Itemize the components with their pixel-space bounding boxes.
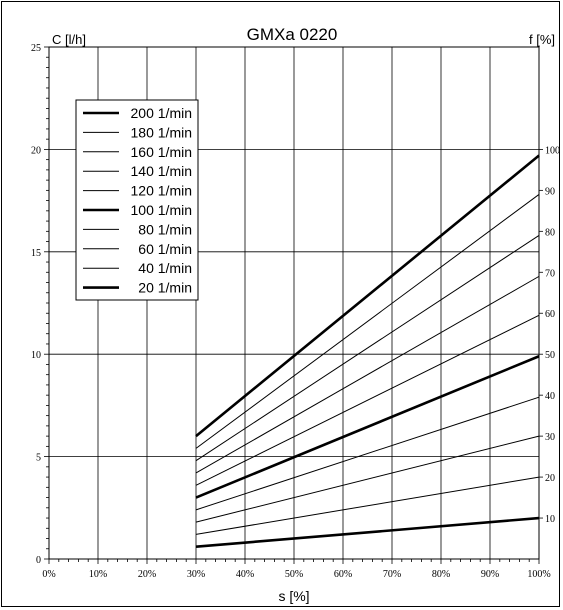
y2-axis-label: f [%] — [529, 32, 555, 47]
series-line — [195, 234, 540, 462]
legend-entry: 180 1/min — [131, 124, 192, 140]
series-lines — [195, 154, 540, 549]
y-axis-label: C [l/h] — [52, 32, 86, 47]
x-tick-label: 100% — [527, 569, 550, 580]
y-tick-label: 0 — [36, 555, 41, 566]
series-line — [195, 355, 540, 499]
series-line — [195, 396, 540, 511]
legend-entry: 160 1/min — [131, 144, 192, 160]
y-tick-label: 10 — [31, 350, 41, 361]
y2-tick-label: 30 — [545, 432, 555, 443]
y2-tick-label: 20 — [545, 473, 555, 484]
y-tick-label: 20 — [31, 145, 41, 156]
legend-entry: 40 1/min — [138, 260, 192, 276]
x-tick-label: 80% — [432, 569, 450, 580]
ticks: 0% 10% 20% 30% 40% 50% 60% 70% 80% 90% 100% 0 5 10 15 2… — [31, 43, 560, 580]
y2-tick-label: 50 — [545, 350, 555, 361]
y2-tick-label: 80 — [545, 227, 555, 238]
series-line — [195, 194, 540, 449]
x-tick-label: 20% — [138, 569, 156, 580]
y2-tick-label: 10 — [545, 514, 555, 525]
legend-entry: 80 1/min — [138, 221, 192, 237]
x-tick-label: 10% — [89, 569, 107, 580]
series-line — [195, 275, 540, 474]
y2-tick-label: 100 — [545, 145, 560, 156]
chart-title: GMXa 0220 — [247, 25, 338, 44]
series-line — [195, 435, 540, 523]
series-line — [195, 314, 540, 486]
x-tick-label: 30% — [187, 569, 205, 580]
legend-box — [75, 99, 199, 301]
x-axis-label: s [%] — [278, 588, 309, 604]
series-line — [195, 516, 540, 549]
y2-tick-label: 60 — [545, 309, 555, 320]
x-tick-label: 90% — [481, 569, 499, 580]
x-tick-label: 60% — [334, 569, 352, 580]
y-tick-label: 25 — [31, 43, 41, 54]
y2-tick-label: 90 — [545, 186, 555, 197]
legend-entry: 20 1/min — [138, 280, 192, 296]
legend: 200 1/min 180 1/min 160 1/min 140 1/min 120 … — [75, 99, 199, 301]
legend-entry: 140 1/min — [131, 163, 192, 179]
x-tick-label: 40% — [236, 569, 254, 580]
y-tick-label: 5 — [36, 453, 41, 464]
y2-tick-label: 40 — [545, 391, 555, 402]
x-tick-label: 0% — [42, 569, 55, 580]
series-line — [195, 476, 540, 535]
x-tick-label: 70% — [383, 569, 401, 580]
legend-entry: 200 1/min — [131, 105, 192, 121]
legend-entry: 60 1/min — [138, 241, 192, 257]
y-tick-label: 15 — [31, 248, 41, 259]
x-tick-label: 50% — [285, 569, 303, 580]
legend-entry: 120 1/min — [131, 183, 192, 199]
legend-entry: 100 1/min — [131, 202, 192, 218]
y2-tick-label: 70 — [545, 268, 555, 279]
series-line — [195, 154, 540, 438]
